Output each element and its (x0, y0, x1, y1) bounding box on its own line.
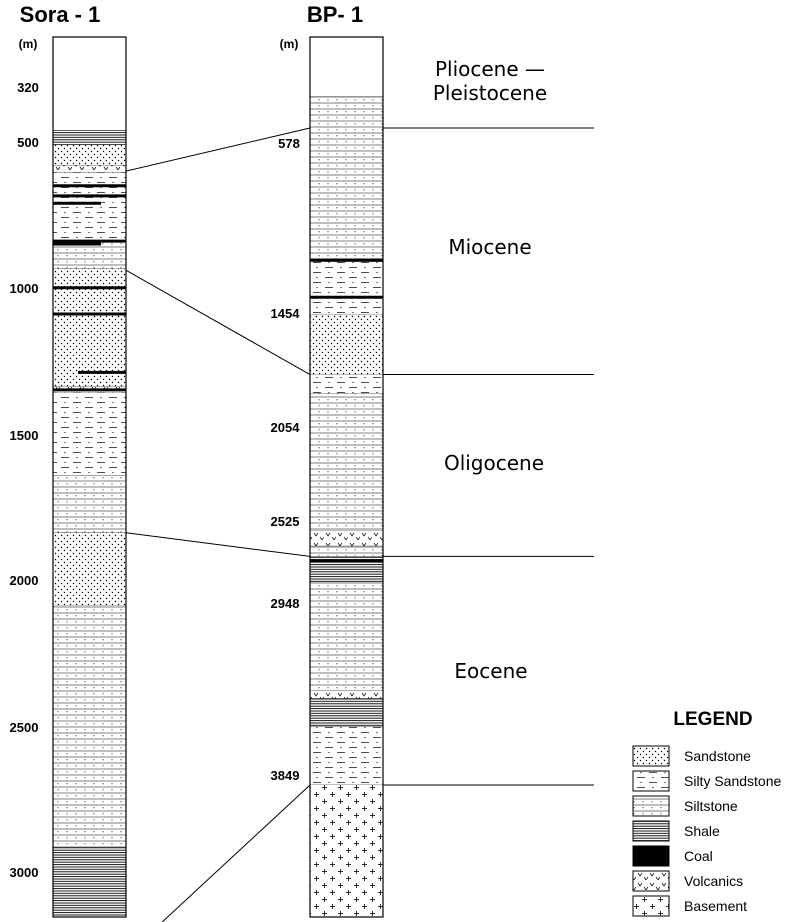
correlation-lines (125, 127, 594, 922)
correlation-line (125, 532, 311, 557)
legend-label: Sandstone (684, 748, 751, 764)
interval-shale (310, 698, 383, 727)
interval-sandstone (53, 144, 126, 166)
interval-siltstone (310, 581, 383, 691)
legend: Sandstone Silty Sandstone Siltstone Shale Co… (632, 745, 781, 917)
legend-label: Coal (684, 848, 713, 864)
interval-silty-sandstone (310, 297, 383, 316)
depth-label: 3849 (271, 768, 300, 783)
interval-sandstone (310, 315, 383, 375)
interval-siltstone (53, 241, 126, 269)
unit-label-sora-1: (m) (19, 37, 38, 51)
depth-label: 500 (17, 135, 39, 150)
legend-swatch-volcanics (632, 870, 670, 892)
column-outline (52, 36, 127, 918)
depth-label: 1500 (10, 428, 39, 443)
legend-swatch-siltstone (632, 795, 670, 817)
interval-shale (53, 130, 126, 145)
interval-silty-sandstone (53, 392, 126, 476)
interval-blank (53, 45, 126, 131)
depth-label: 2500 (10, 720, 39, 735)
unit-label-bp-1: (m) (280, 37, 299, 51)
interval-silty-sandstone (310, 374, 383, 394)
well-title-sora-1: Sora - 1 (20, 2, 101, 27)
interval-silty-sandstone (310, 726, 383, 785)
legend-label: Siltstone (684, 798, 738, 814)
column-outline (309, 36, 384, 918)
interval-siltstone (310, 393, 383, 531)
legend-swatch-silty-sandstone (632, 770, 670, 792)
depth-label: 2948 (271, 596, 300, 611)
interval-silty-sandstone (53, 172, 126, 242)
interval-volcanics (310, 690, 383, 699)
epoch-label-pleistocene: Pleistocene (433, 81, 547, 105)
epoch-label-oligocene: Oligocene (444, 451, 544, 475)
epoch-label-eocene: Eocene (454, 659, 527, 683)
depth-label: 1000 (10, 281, 39, 296)
interval-silty-sandstone (310, 261, 383, 298)
interval-shale (53, 847, 126, 917)
depth-label: 1454 (271, 306, 301, 321)
legend-swatch-coal (632, 845, 670, 867)
legend-label: Basement (684, 898, 747, 914)
legend-swatch-sandstone (632, 745, 670, 767)
epoch-label-pliocene: Pliocene — (435, 57, 545, 81)
legend-swatch-shale (632, 820, 670, 842)
legend-label: Shale (684, 823, 720, 839)
well-title-bp-1: BP- 1 (307, 2, 363, 27)
depth-label: 320 (17, 80, 39, 95)
epoch-label-miocene: Miocene (448, 235, 531, 259)
interval-siltstone (310, 96, 383, 262)
depth-label: 2054 (271, 420, 301, 435)
depth-label: 578 (278, 136, 300, 151)
bp-1-column (309, 36, 384, 918)
interval-siltstone (310, 546, 383, 557)
interval-volcanics (53, 165, 126, 173)
correlation-line (125, 269, 311, 375)
legend-label: Volcanics (684, 873, 743, 889)
interval-blank (310, 37, 383, 97)
sora-1-column (52, 36, 127, 918)
legend-title: LEGEND (673, 709, 752, 730)
correlation-line (125, 127, 311, 172)
depth-label: 2000 (10, 573, 39, 588)
interval-sandstone (53, 532, 126, 606)
legend-label: Silty Sandstone (684, 773, 781, 789)
depth-label: 3000 (10, 865, 39, 880)
interval-siltstone (53, 475, 126, 533)
correlation-line (161, 784, 311, 922)
interval-siltstone (53, 605, 126, 848)
depth-label: 2525 (271, 514, 300, 529)
interval-volcanics (310, 530, 383, 547)
interval-basement (310, 785, 383, 917)
legend-swatch-basement (632, 895, 670, 917)
